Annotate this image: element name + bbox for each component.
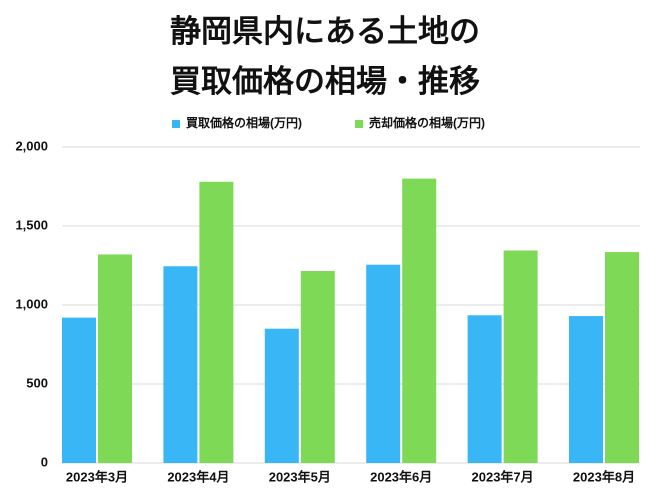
bar	[98, 254, 132, 463]
y-tick-label: 1,500	[15, 217, 48, 232]
bar	[605, 252, 639, 463]
x-tick-label: 2023年5月	[269, 469, 331, 484]
bar	[300, 271, 335, 463]
legend-label: 買取価格の相場(万円)	[186, 115, 302, 130]
x-tick-label: 2023年4月	[167, 469, 229, 484]
bar	[264, 328, 299, 463]
y-tick-label: 0	[41, 454, 48, 469]
bar	[62, 317, 96, 463]
legend-swatch	[355, 120, 363, 128]
chart-title: 静岡県内にある土地の	[170, 14, 480, 49]
x-tick-label: 2023年7月	[472, 469, 534, 484]
legend-label: 売却価格の相場(万円)	[369, 115, 485, 130]
x-tick-label: 2023年8月	[573, 469, 635, 484]
bar	[569, 316, 603, 463]
bar	[366, 264, 401, 463]
chart-title: 買取価格の相場・推移	[170, 64, 480, 99]
bar	[163, 266, 198, 463]
bar	[402, 178, 437, 463]
bar	[199, 181, 234, 463]
y-tick-label: 2,000	[15, 138, 48, 153]
bar	[467, 315, 502, 463]
x-tick-label: 2023年3月	[66, 469, 128, 484]
y-tick-label: 500	[26, 375, 48, 390]
bar	[503, 250, 538, 463]
legend-swatch	[172, 120, 180, 128]
y-tick-label: 1,000	[15, 296, 48, 311]
x-tick-label: 2023年6月	[370, 469, 432, 484]
